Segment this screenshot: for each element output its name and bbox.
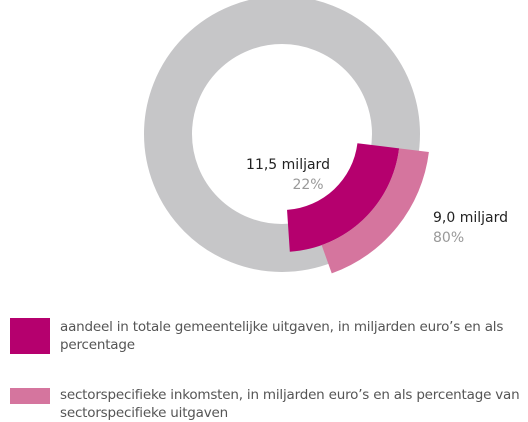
chart: 11,5 miljard 22% 9,0 miljard 80% (144, 0, 508, 274)
legend-swatch (10, 388, 50, 404)
income-segment (321, 148, 429, 274)
legend-item: aandeel in totale gemeentelijke uitgaven… (10, 318, 525, 354)
percent-label: 80% (433, 230, 464, 246)
amount-label: 9,0 miljard (433, 210, 508, 226)
donut-ring (144, 0, 420, 272)
percent-label: 22% (292, 177, 323, 193)
legend-label: sectorspecifieke inkomsten, in miljarden… (60, 387, 520, 421)
legend-label: aandeel in totale gemeentelijke uitgaven… (60, 319, 504, 353)
legend-item: sectorspecifieke inkomsten, in miljarden… (10, 386, 525, 422)
legend-swatch (10, 318, 50, 354)
share-segment (287, 143, 400, 252)
amount-label: 11,5 miljard (246, 157, 330, 173)
